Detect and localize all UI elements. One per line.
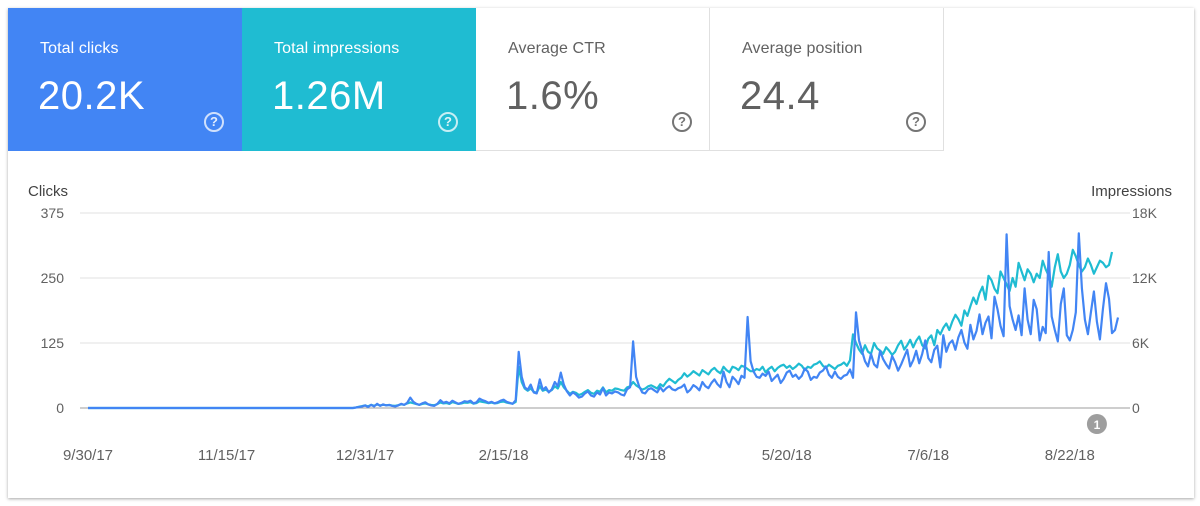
help-icon[interactable]: ? [672,112,692,132]
chart-series [88,232,1120,410]
y-ticks-left: 375 250 125 0 [41,205,65,416]
x-tick-label: 7/6/18 [907,447,949,464]
x-tick-label: 12/31/17 [336,447,394,464]
help-icon[interactable]: ? [906,112,926,132]
metric-label: Total impressions [274,40,400,57]
y-tick-left-label: 375 [41,205,65,221]
metric-value: 20.2K [38,74,146,118]
chart-annotation[interactable]: 1 [1086,414,1107,434]
help-icon[interactable]: ? [438,112,458,132]
y-axis-label-left: Clicks [28,183,68,200]
metric-tile-total-impressions[interactable]: Total impressions 1.26M ? [242,8,476,151]
x-tick-label: 4/3/18 [624,447,666,464]
y-tick-left-label: 250 [41,270,65,286]
y-tick-left-label: 0 [56,400,64,416]
metric-tile-average-position[interactable]: Average position 24.4 ? [710,8,944,151]
y-tick-right-label: 12K [1132,270,1158,286]
x-tick-label: 9/30/17 [63,447,113,464]
series-line-impressions [88,248,1114,410]
metric-label: Average CTR [508,40,606,57]
metric-value: 24.4 [740,74,820,118]
x-tick-label: 8/22/18 [1045,447,1095,464]
annotation-label: 1 [1094,418,1101,432]
metric-tile-total-clicks[interactable]: Total clicks 20.2K ? [8,8,242,151]
performance-card: Total clicks 20.2K ? Total impressions 1… [8,8,1194,498]
y-tick-left-label: 125 [41,335,65,351]
series-line-clicks [88,232,1120,410]
y-tick-right-label: 18K [1132,205,1158,221]
metric-tiles: Total clicks 20.2K ? Total impressions 1… [8,8,948,151]
metric-tile-average-ctr[interactable]: Average CTR 1.6% ? [476,8,710,151]
x-ticks: 9/30/17 11/15/17 12/31/17 2/15/18 4/3/18 5/20… [63,447,1095,464]
performance-chart: Clicks Impressions 375 250 125 0 18K 12K 6K 0 … [8,8,1194,498]
x-tick-label: 2/15/18 [479,447,529,464]
x-tick-label: 5/20/18 [762,447,812,464]
help-icon[interactable]: ? [204,112,224,132]
metric-value: 1.6% [506,74,600,118]
y-tick-right-label: 0 [1132,400,1140,416]
annotation-marker[interactable] [1086,414,1107,434]
y-axis-label-right: Impressions [1091,183,1172,200]
y-ticks-right: 18K 12K 6K 0 [1132,205,1158,416]
metric-label: Average position [742,40,863,57]
x-tick-label: 11/15/17 [198,447,255,464]
chart-grid [80,212,1130,409]
y-tick-right-label: 6K [1132,335,1150,351]
metric-label: Total clicks [40,40,119,57]
metric-value: 1.26M [272,74,386,118]
